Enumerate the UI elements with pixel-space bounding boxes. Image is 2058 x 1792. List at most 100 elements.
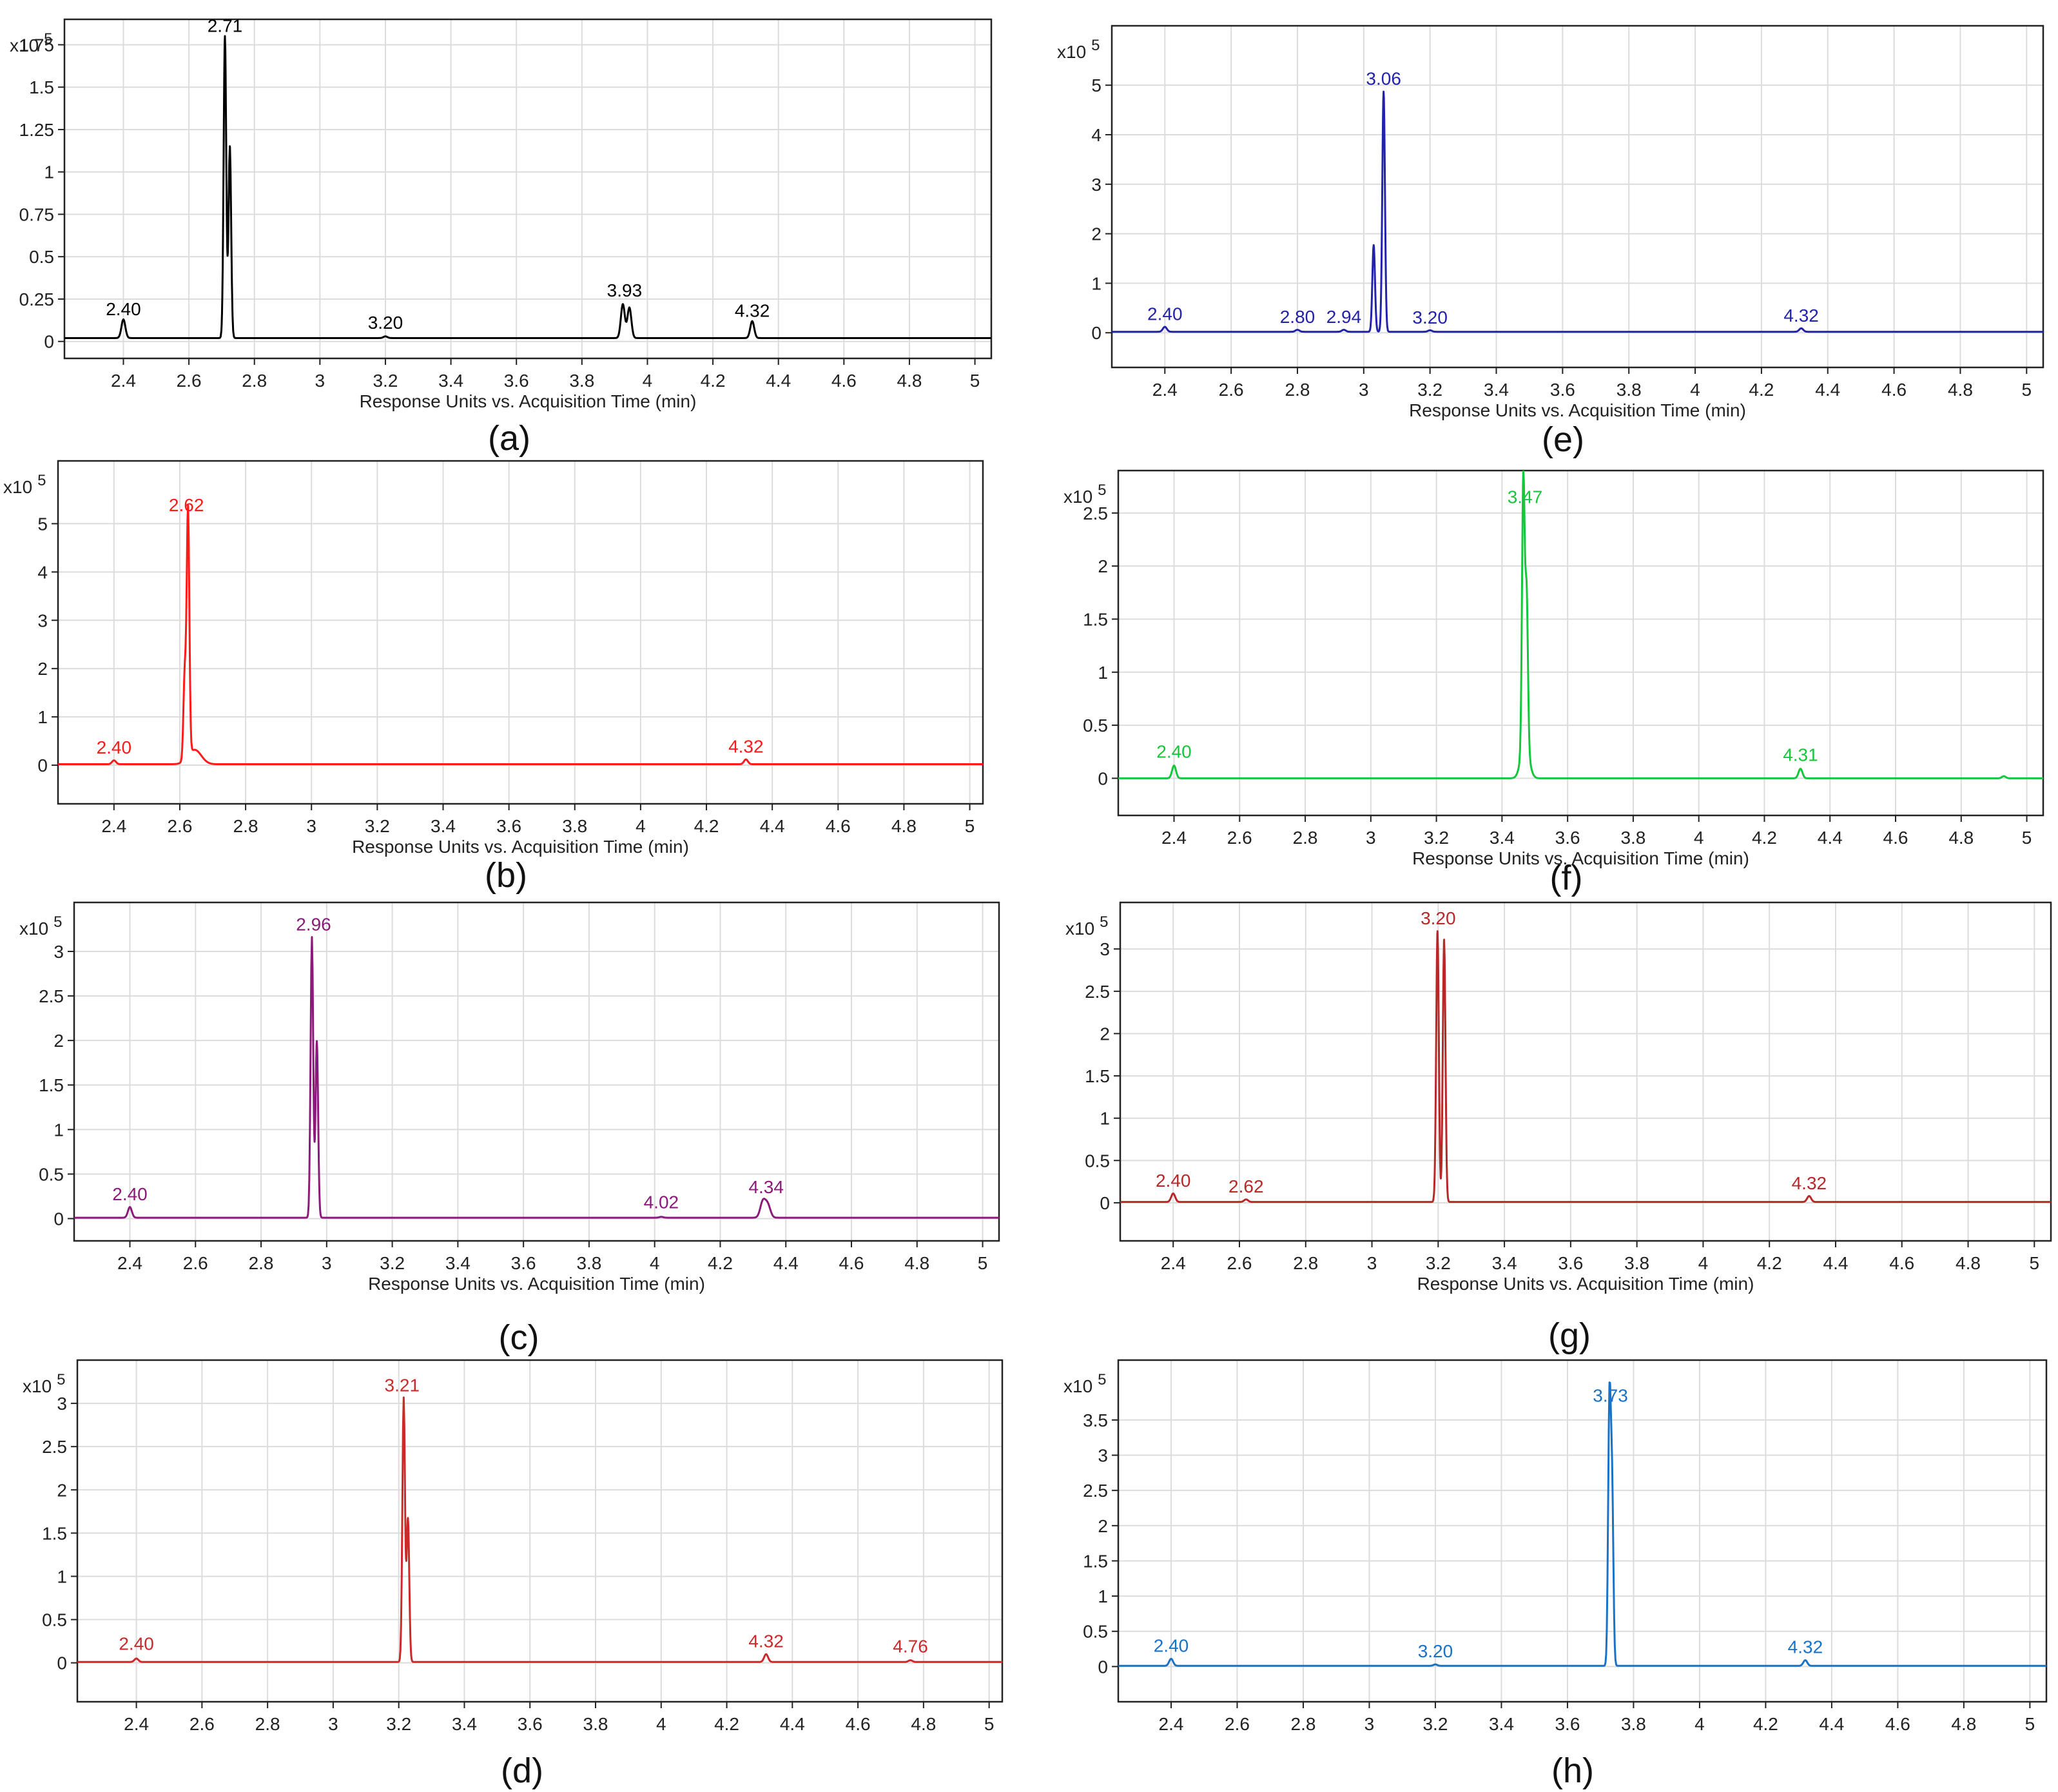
x-tick-label: 2.8 bbox=[249, 1253, 274, 1273]
x-tick-label: 3 bbox=[322, 1253, 332, 1273]
x-axis-title: Response Units vs. Acquisition Time (min… bbox=[360, 391, 697, 411]
peak-label: 4.32 bbox=[748, 1631, 784, 1651]
y-multiplier-exponent: 5 bbox=[44, 30, 52, 48]
x-tick-label: 4.6 bbox=[831, 371, 857, 391]
peak-label: 3.73 bbox=[1593, 1385, 1628, 1405]
peak-label: 4.02 bbox=[644, 1192, 679, 1212]
peak-label: 2.40 bbox=[106, 299, 141, 319]
y-tick-label: 1.5 bbox=[1085, 1066, 1110, 1086]
x-tick-label: 3.2 bbox=[1426, 1253, 1451, 1273]
peak-label: 4.32 bbox=[1783, 306, 1819, 326]
peak-label: 4.32 bbox=[1788, 1637, 1823, 1657]
peak-label: 2.40 bbox=[1147, 304, 1183, 324]
y-tick-label: 1 bbox=[1100, 1109, 1110, 1129]
y-tick-label: 2 bbox=[37, 659, 48, 679]
peak-label: 2.71 bbox=[208, 16, 243, 36]
y-tick-label: 3 bbox=[1100, 939, 1110, 959]
y-multiplier-exponent: 5 bbox=[1098, 1371, 1106, 1388]
y-tick-label: 1 bbox=[44, 162, 54, 182]
peak-label: 2.62 bbox=[1228, 1176, 1264, 1196]
x-tick-label: 2.4 bbox=[1161, 828, 1187, 848]
y-multiplier-base: x10 bbox=[1063, 1376, 1092, 1396]
peak-label: 2.62 bbox=[169, 495, 204, 515]
x-tick-label: 3.8 bbox=[562, 816, 587, 836]
peak-label: 4.32 bbox=[735, 300, 770, 320]
x-tick-label: 3.8 bbox=[569, 371, 594, 391]
y-multiplier-exponent: 5 bbox=[37, 472, 46, 489]
x-tick-label: 4.2 bbox=[694, 816, 719, 836]
peak-label: 2.94 bbox=[1326, 307, 1362, 327]
x-tick-label: 4.6 bbox=[826, 816, 851, 836]
y-tick-label: 1.5 bbox=[1083, 1551, 1108, 1571]
x-tick-label: 2.8 bbox=[1293, 828, 1318, 848]
y-tick-label: 1.5 bbox=[29, 77, 54, 97]
panel-caption: (h) bbox=[1551, 1751, 1594, 1790]
chart-panel: 2.4 2.6 2.8 3 3.2 3.4 3.6 3.8 4 4.2 4.4 4.6 4.8 5 0 0.5… bbox=[1063, 1359, 2048, 1790]
chart-panel: 2.4 2.6 2.8 3 3.2 3.4 3.6 3.8 4 4.2 4.4 4.6 4.8 5 0 0.5… bbox=[23, 1359, 1004, 1790]
x-tick-label: 2.6 bbox=[183, 1253, 208, 1273]
x-tick-label: 3.8 bbox=[583, 1714, 608, 1734]
y-tick-label: 3 bbox=[53, 942, 64, 962]
y-tick-label: 1 bbox=[53, 1120, 64, 1140]
x-tick-label: 3.2 bbox=[373, 371, 398, 391]
x-tick-label: 3.4 bbox=[1489, 1714, 1514, 1734]
x-tick-label: 3 bbox=[315, 371, 325, 391]
x-tick-label: 2.8 bbox=[233, 816, 258, 836]
x-tick-label: 2.8 bbox=[1291, 1714, 1316, 1734]
y-tick-label: 4 bbox=[1091, 125, 1102, 145]
y-tick-label: 0.25 bbox=[19, 289, 55, 309]
x-tick-label: 4.8 bbox=[1948, 828, 1974, 848]
y-tick-label: 0.5 bbox=[1083, 1622, 1108, 1642]
y-multiplier-base: x10 bbox=[1057, 42, 1086, 62]
x-tick-label: 4.2 bbox=[708, 1253, 733, 1273]
x-tick-label: 3.2 bbox=[1417, 380, 1442, 400]
plot-frame bbox=[1119, 901, 2052, 1242]
y-multiplier-base: x10 bbox=[3, 477, 32, 497]
y-multiplier-exponent: 5 bbox=[1091, 37, 1100, 54]
x-tick-label: 4.4 bbox=[1819, 1714, 1844, 1734]
y-multiplier-label: x10 5 bbox=[10, 30, 53, 55]
series-line bbox=[1118, 1381, 2046, 1667]
x-tick-label: 4 bbox=[1698, 1253, 1709, 1273]
y-tick-label: 2 bbox=[53, 1031, 64, 1051]
series-line bbox=[1118, 471, 2043, 779]
peak-label: 4.32 bbox=[728, 737, 764, 757]
y-multiplier-label: x10 5 bbox=[1063, 1371, 1107, 1396]
panel-caption: (g) bbox=[1548, 1316, 1591, 1355]
x-tick-label: 2.6 bbox=[189, 1714, 215, 1734]
x-tick-label: 5 bbox=[2025, 1714, 2035, 1734]
chart-panel: 2.4 2.6 2.8 3 3.2 3.4 3.6 3.8 4 4.2 4.4 4.6 4.8 5 0 0.2… bbox=[10, 16, 993, 458]
y-multiplier-label: x10 5 bbox=[1057, 37, 1100, 62]
x-tick-label: 2.6 bbox=[1227, 828, 1252, 848]
peak-label: 2.40 bbox=[1154, 1635, 1189, 1655]
x-tick-label: 4.6 bbox=[839, 1253, 864, 1273]
x-axis-title: Response Units vs. Acquisition Time (min… bbox=[1412, 848, 1749, 868]
x-tick-label: 4.8 bbox=[911, 1714, 936, 1734]
y-multiplier-base: x10 bbox=[19, 919, 48, 939]
x-tick-label: 4 bbox=[643, 371, 653, 391]
x-tick-label: 3.8 bbox=[1624, 1253, 1649, 1273]
y-multiplier-label: x10 5 bbox=[23, 1371, 66, 1396]
x-tick-label: 4.8 bbox=[1951, 1714, 1976, 1734]
y-tick-label: 5 bbox=[37, 514, 48, 534]
x-tick-label: 3.2 bbox=[1422, 1714, 1448, 1734]
x-tick-label: 4.6 bbox=[1881, 380, 1907, 400]
peak-label: 2.40 bbox=[1156, 742, 1192, 762]
series-line bbox=[77, 1396, 1002, 1663]
x-tick-label: 4.4 bbox=[1815, 380, 1840, 400]
chart-panel: 2.4 2.6 2.8 3 3.2 3.4 3.6 3.8 4 4.2 4.4 4.6 4.8 5 0 0.5… bbox=[19, 901, 1000, 1357]
y-tick-label: 0 bbox=[44, 332, 54, 352]
x-tick-label: 4.4 bbox=[1823, 1253, 1849, 1273]
x-tick-label: 3.6 bbox=[518, 1714, 543, 1734]
x-tick-label: 5 bbox=[2022, 828, 2032, 848]
y-tick-label: 2.5 bbox=[1085, 982, 1110, 1002]
y-tick-label: 3.5 bbox=[1083, 1410, 1108, 1430]
x-tick-label: 2.6 bbox=[1225, 1714, 1250, 1734]
peak-label: 3.47 bbox=[1508, 487, 1543, 507]
plot-frame bbox=[1111, 24, 2044, 369]
x-tick-label: 3.6 bbox=[1555, 1714, 1580, 1734]
y-multiplier-base: x10 bbox=[1065, 919, 1094, 939]
x-tick-label: 4.2 bbox=[1757, 1253, 1782, 1273]
panel-caption: (b) bbox=[485, 856, 527, 895]
x-tick-label: 2.4 bbox=[101, 816, 126, 836]
